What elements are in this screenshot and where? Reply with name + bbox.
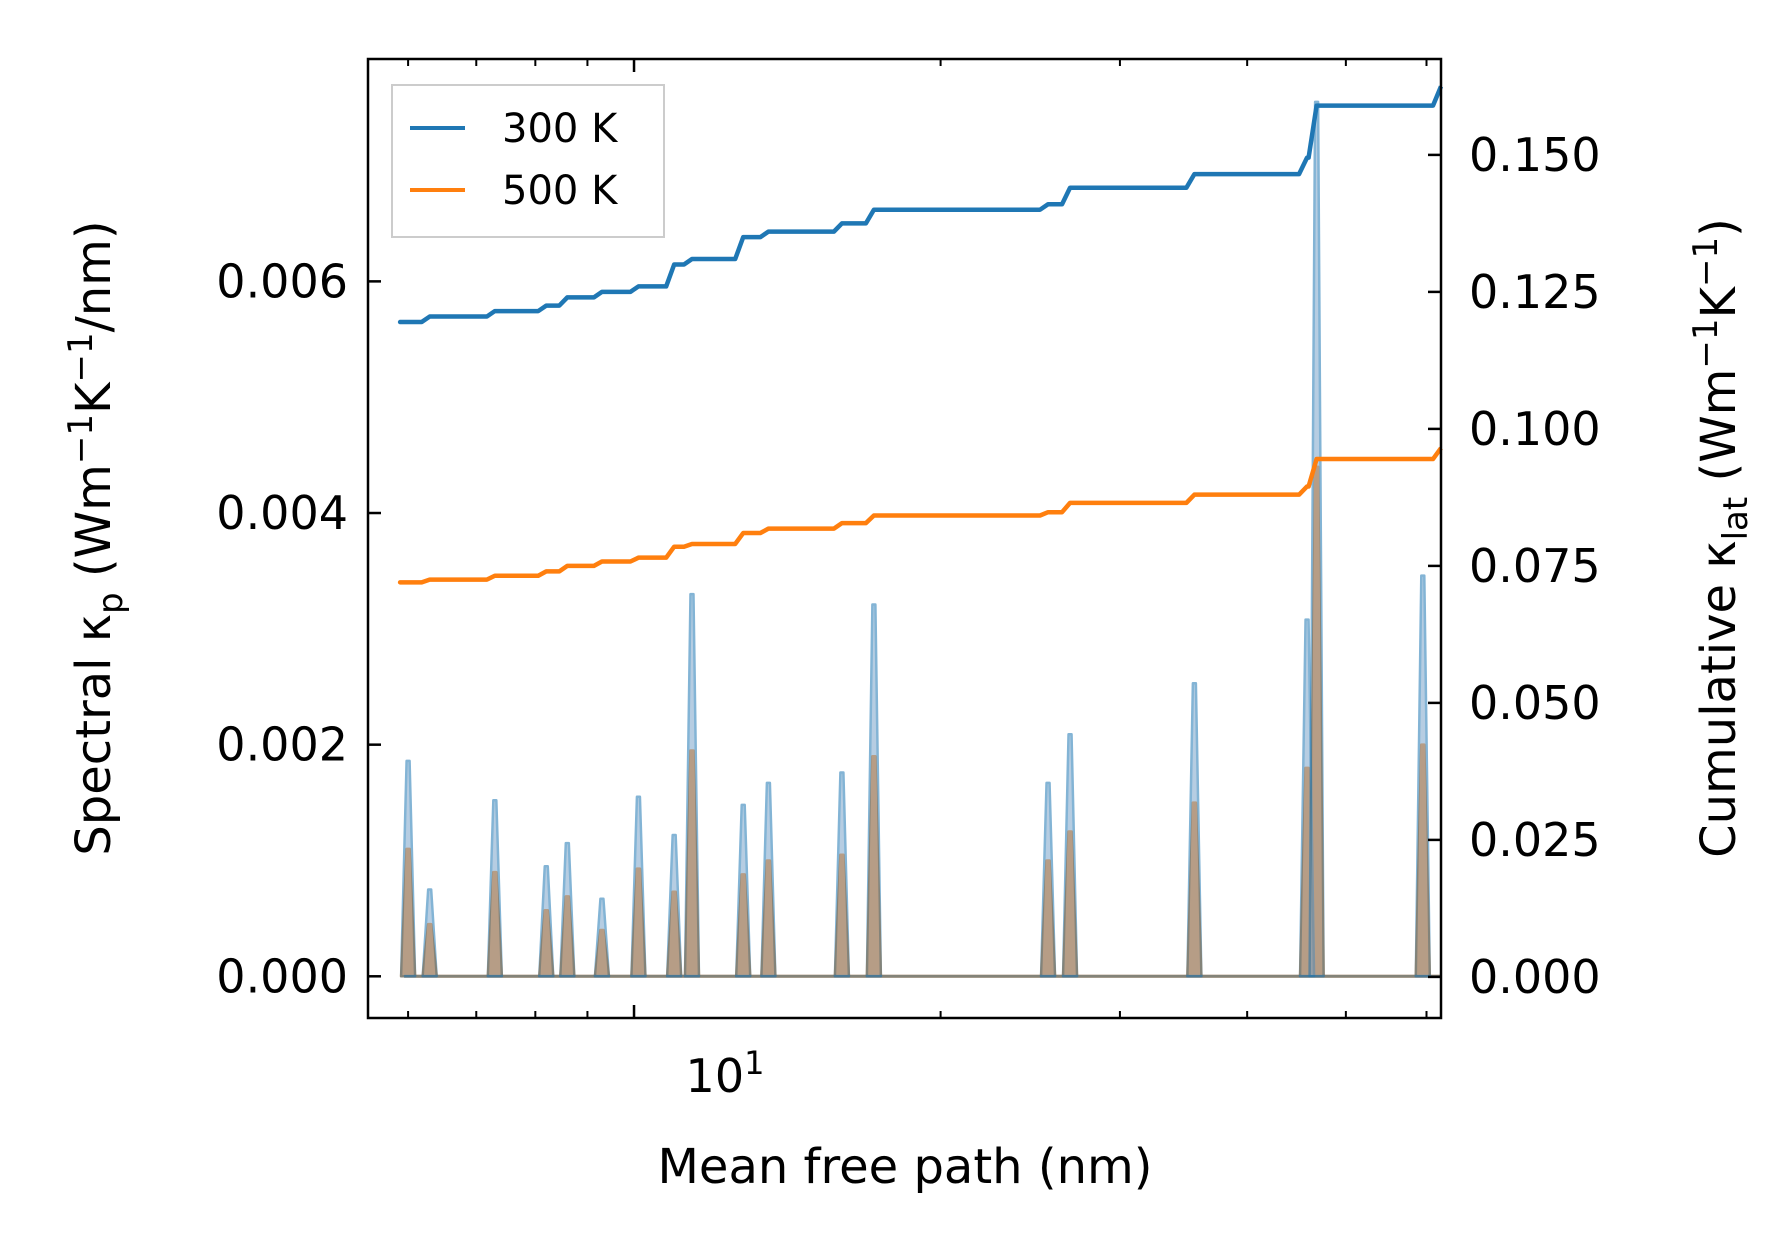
legend-box <box>391 84 665 238</box>
spectral-300k-peak <box>399 759 417 978</box>
left-y-tick-label: 0.004 <box>216 486 348 540</box>
left-y-tick-label: 0.006 <box>216 254 348 308</box>
cumulative-series <box>397 85 1444 585</box>
spectral-300k-peak <box>559 841 576 978</box>
spectral-300k-peak <box>865 603 883 978</box>
legend-label-300k: 300 K <box>502 106 619 152</box>
plot-frame <box>366 57 1443 1020</box>
left-axis-label: Spectral κp (Wm−1K−1/nm) <box>61 220 131 855</box>
right-y-tick-label: 0.025 <box>1469 813 1601 867</box>
legend: 300 K 500 K <box>391 84 665 238</box>
spectral-300k-peak <box>833 771 851 978</box>
x-axis-label: Mean free path (nm) <box>658 1139 1153 1195</box>
spectral-300k-peak <box>1061 732 1079 978</box>
spectral-300k-peak <box>734 803 752 978</box>
right-y-tick-label: 0.125 <box>1469 265 1601 319</box>
right-y-tick-label: 0.000 <box>1469 950 1601 1004</box>
cumulative-line-500k <box>397 446 1443 585</box>
right-y-tick-label: 0.050 <box>1469 676 1601 730</box>
right-axis-label: Cumulative κlat (Wm−1K−1) <box>1686 218 1756 858</box>
spectral-300k-peak <box>1308 100 1325 978</box>
legend-label-500k: 500 K <box>502 168 619 214</box>
right-y-tick-label: 0.150 <box>1469 128 1601 182</box>
spectral-300k-peak <box>665 833 683 978</box>
spectral-300k-peak <box>630 795 647 978</box>
spectral-300k-peak <box>683 592 701 978</box>
right-y-tick-label: 0.100 <box>1469 402 1601 456</box>
spectral-300k-peak <box>538 865 555 978</box>
spectral-300k-peak <box>1414 574 1432 978</box>
spectral-300k-peak <box>486 799 504 978</box>
spectral-300k-peak <box>760 781 777 978</box>
spectral-300k-peak <box>1039 781 1057 978</box>
left-y-tick-label: 0.002 <box>216 718 348 772</box>
spectral-300k-peak <box>1186 682 1203 978</box>
spectral-300k-peak <box>421 888 438 978</box>
right-y-tick-label: 0.075 <box>1469 539 1601 593</box>
spectral-300k-peak <box>593 897 611 978</box>
axis-ticks: 0.000 0.002 0.004 0.006 0.000 0.025 0.050 0.075… <box>216 59 1601 1018</box>
left-y-tick-label: 0.000 <box>216 949 348 1003</box>
series-300k-spectral <box>399 100 1441 978</box>
cumulative-line-300k <box>397 85 1444 325</box>
x-tick-label: 101 <box>686 1044 765 1103</box>
